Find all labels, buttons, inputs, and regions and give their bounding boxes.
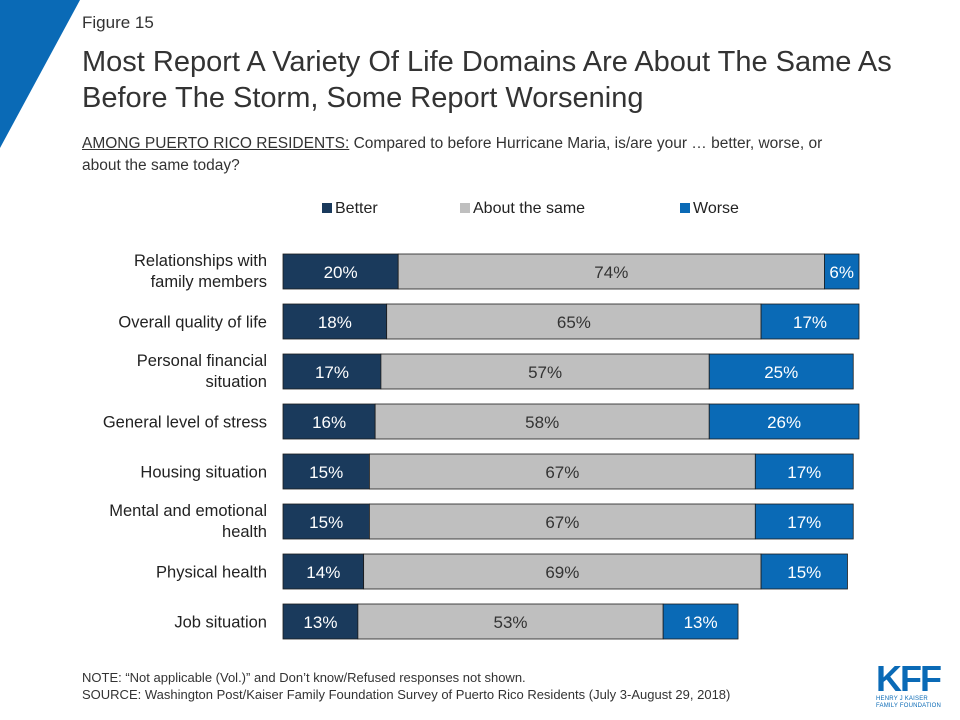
data-label: 6% xyxy=(829,263,854,282)
legend-swatch-better xyxy=(322,203,332,213)
logo-line-2: FAMILY FOUNDATION xyxy=(876,703,942,709)
data-label: 15% xyxy=(309,463,343,482)
bar-segment-worse xyxy=(824,253,860,290)
bar-row: Job situation 13% 53% 13% xyxy=(174,603,739,640)
category-label: Physical health xyxy=(156,564,267,582)
data-label: 20% xyxy=(324,263,358,282)
bar-segment-worse xyxy=(754,503,854,540)
category-label: Personal financial situation xyxy=(137,352,267,391)
logo-mark: KFF xyxy=(876,658,942,699)
legend-item-same: About the same xyxy=(460,200,585,218)
category-label: Job situation xyxy=(174,614,267,632)
bar-segment-better xyxy=(282,553,365,590)
bar-row: Housing situation 15% 67% 17% xyxy=(140,453,854,490)
data-label: 13% xyxy=(303,613,337,632)
bar-row: Personal financial situation 17% 57% 25% xyxy=(137,352,854,391)
bar-row: Physical health 14% 69% 15% xyxy=(156,553,848,590)
bar-segment-worse xyxy=(760,553,848,590)
data-label: 13% xyxy=(684,613,718,632)
bar-row: General level of stress 16% 58% 26% xyxy=(103,403,860,440)
legend-swatch-same xyxy=(460,203,470,213)
bar-segment-same xyxy=(363,553,762,590)
category-label: General level of stress xyxy=(103,414,267,432)
legend-item-better: Better xyxy=(322,200,378,218)
category-label: Overall quality of life xyxy=(118,314,267,332)
chart-subtitle: AMONG PUERTO RICO RESIDENTS: Compared to… xyxy=(82,133,862,177)
data-label: 67% xyxy=(545,463,579,482)
data-label: 67% xyxy=(545,513,579,532)
bar-segment-worse xyxy=(662,603,739,640)
corner-decoration xyxy=(0,0,80,148)
bar-segment-same xyxy=(357,603,664,640)
bar-segment-worse xyxy=(708,403,860,440)
kff-logo: KFF HENRY J KAISER FAMILY FOUNDATION xyxy=(876,658,948,710)
data-label: 26% xyxy=(767,413,801,432)
bar-segment-better xyxy=(282,253,399,290)
bar-segment-same xyxy=(397,253,825,290)
data-label: 65% xyxy=(557,313,591,332)
legend-label-better: Better xyxy=(335,200,378,217)
legend-label-worse: Worse xyxy=(693,200,739,217)
bar-segment-better xyxy=(282,603,359,640)
data-label: 69% xyxy=(545,563,579,582)
logo-line-1: HENRY J KAISER xyxy=(876,696,928,702)
legend: Better About the same Worse xyxy=(0,200,960,222)
figure-label: Figure 15 xyxy=(82,13,154,32)
data-label: 14% xyxy=(306,563,340,582)
category-label: Mental and emotional health xyxy=(109,502,267,541)
data-label: 25% xyxy=(764,363,798,382)
data-label: 17% xyxy=(787,513,821,532)
bar-row: Mental and emotional health 15% 67% 17% xyxy=(109,502,854,541)
legend-item-worse: Worse xyxy=(680,200,739,218)
data-label: 16% xyxy=(312,413,346,432)
bar-segment-worse xyxy=(708,353,854,390)
legend-swatch-worse xyxy=(680,203,690,213)
bar-segment-worse xyxy=(754,453,854,490)
bar-segment-better xyxy=(282,403,376,440)
bar-segment-same xyxy=(368,453,756,490)
note-text: NOTE: “Not applicable (Vol.)” and Don’t … xyxy=(82,670,526,685)
data-label: 15% xyxy=(309,513,343,532)
data-label: 17% xyxy=(315,363,349,382)
bar-segment-better xyxy=(282,453,370,490)
data-label: 57% xyxy=(528,363,562,382)
data-label: 18% xyxy=(318,313,352,332)
bar-row: Relationships with family members 20% 74% 6% xyxy=(134,252,860,291)
bar-segment-worse xyxy=(760,303,860,340)
subtitle-lead: AMONG PUERTO RICO RESIDENTS: xyxy=(82,135,350,152)
chart-title: Most Report A Variety Of Life Domains Ar… xyxy=(82,46,892,114)
subtitle-question: Compared to before Hurricane Maria, is/a… xyxy=(82,135,823,174)
bar-segment-better xyxy=(282,503,370,540)
data-label: 15% xyxy=(787,563,821,582)
bar-row: Overall quality of life 18% 65% 17% xyxy=(118,303,860,340)
bar-segment-same xyxy=(374,403,710,440)
legend-label-same: About the same xyxy=(473,200,586,217)
data-label: 74% xyxy=(594,263,628,282)
source-text: SOURCE: Washington Post/Kaiser Family Fo… xyxy=(82,687,731,702)
category-label: Housing situation xyxy=(140,464,267,482)
data-label: 53% xyxy=(494,613,528,632)
footnotes: NOTE: “Not applicable (Vol.)” and Don’t … xyxy=(82,669,730,703)
data-label: 17% xyxy=(793,313,827,332)
data-label: 58% xyxy=(525,413,559,432)
category-label: Relationships with family members xyxy=(134,252,267,291)
data-label: 17% xyxy=(787,463,821,482)
bar-segment-same xyxy=(380,353,710,390)
bar-segment-same xyxy=(368,503,756,540)
